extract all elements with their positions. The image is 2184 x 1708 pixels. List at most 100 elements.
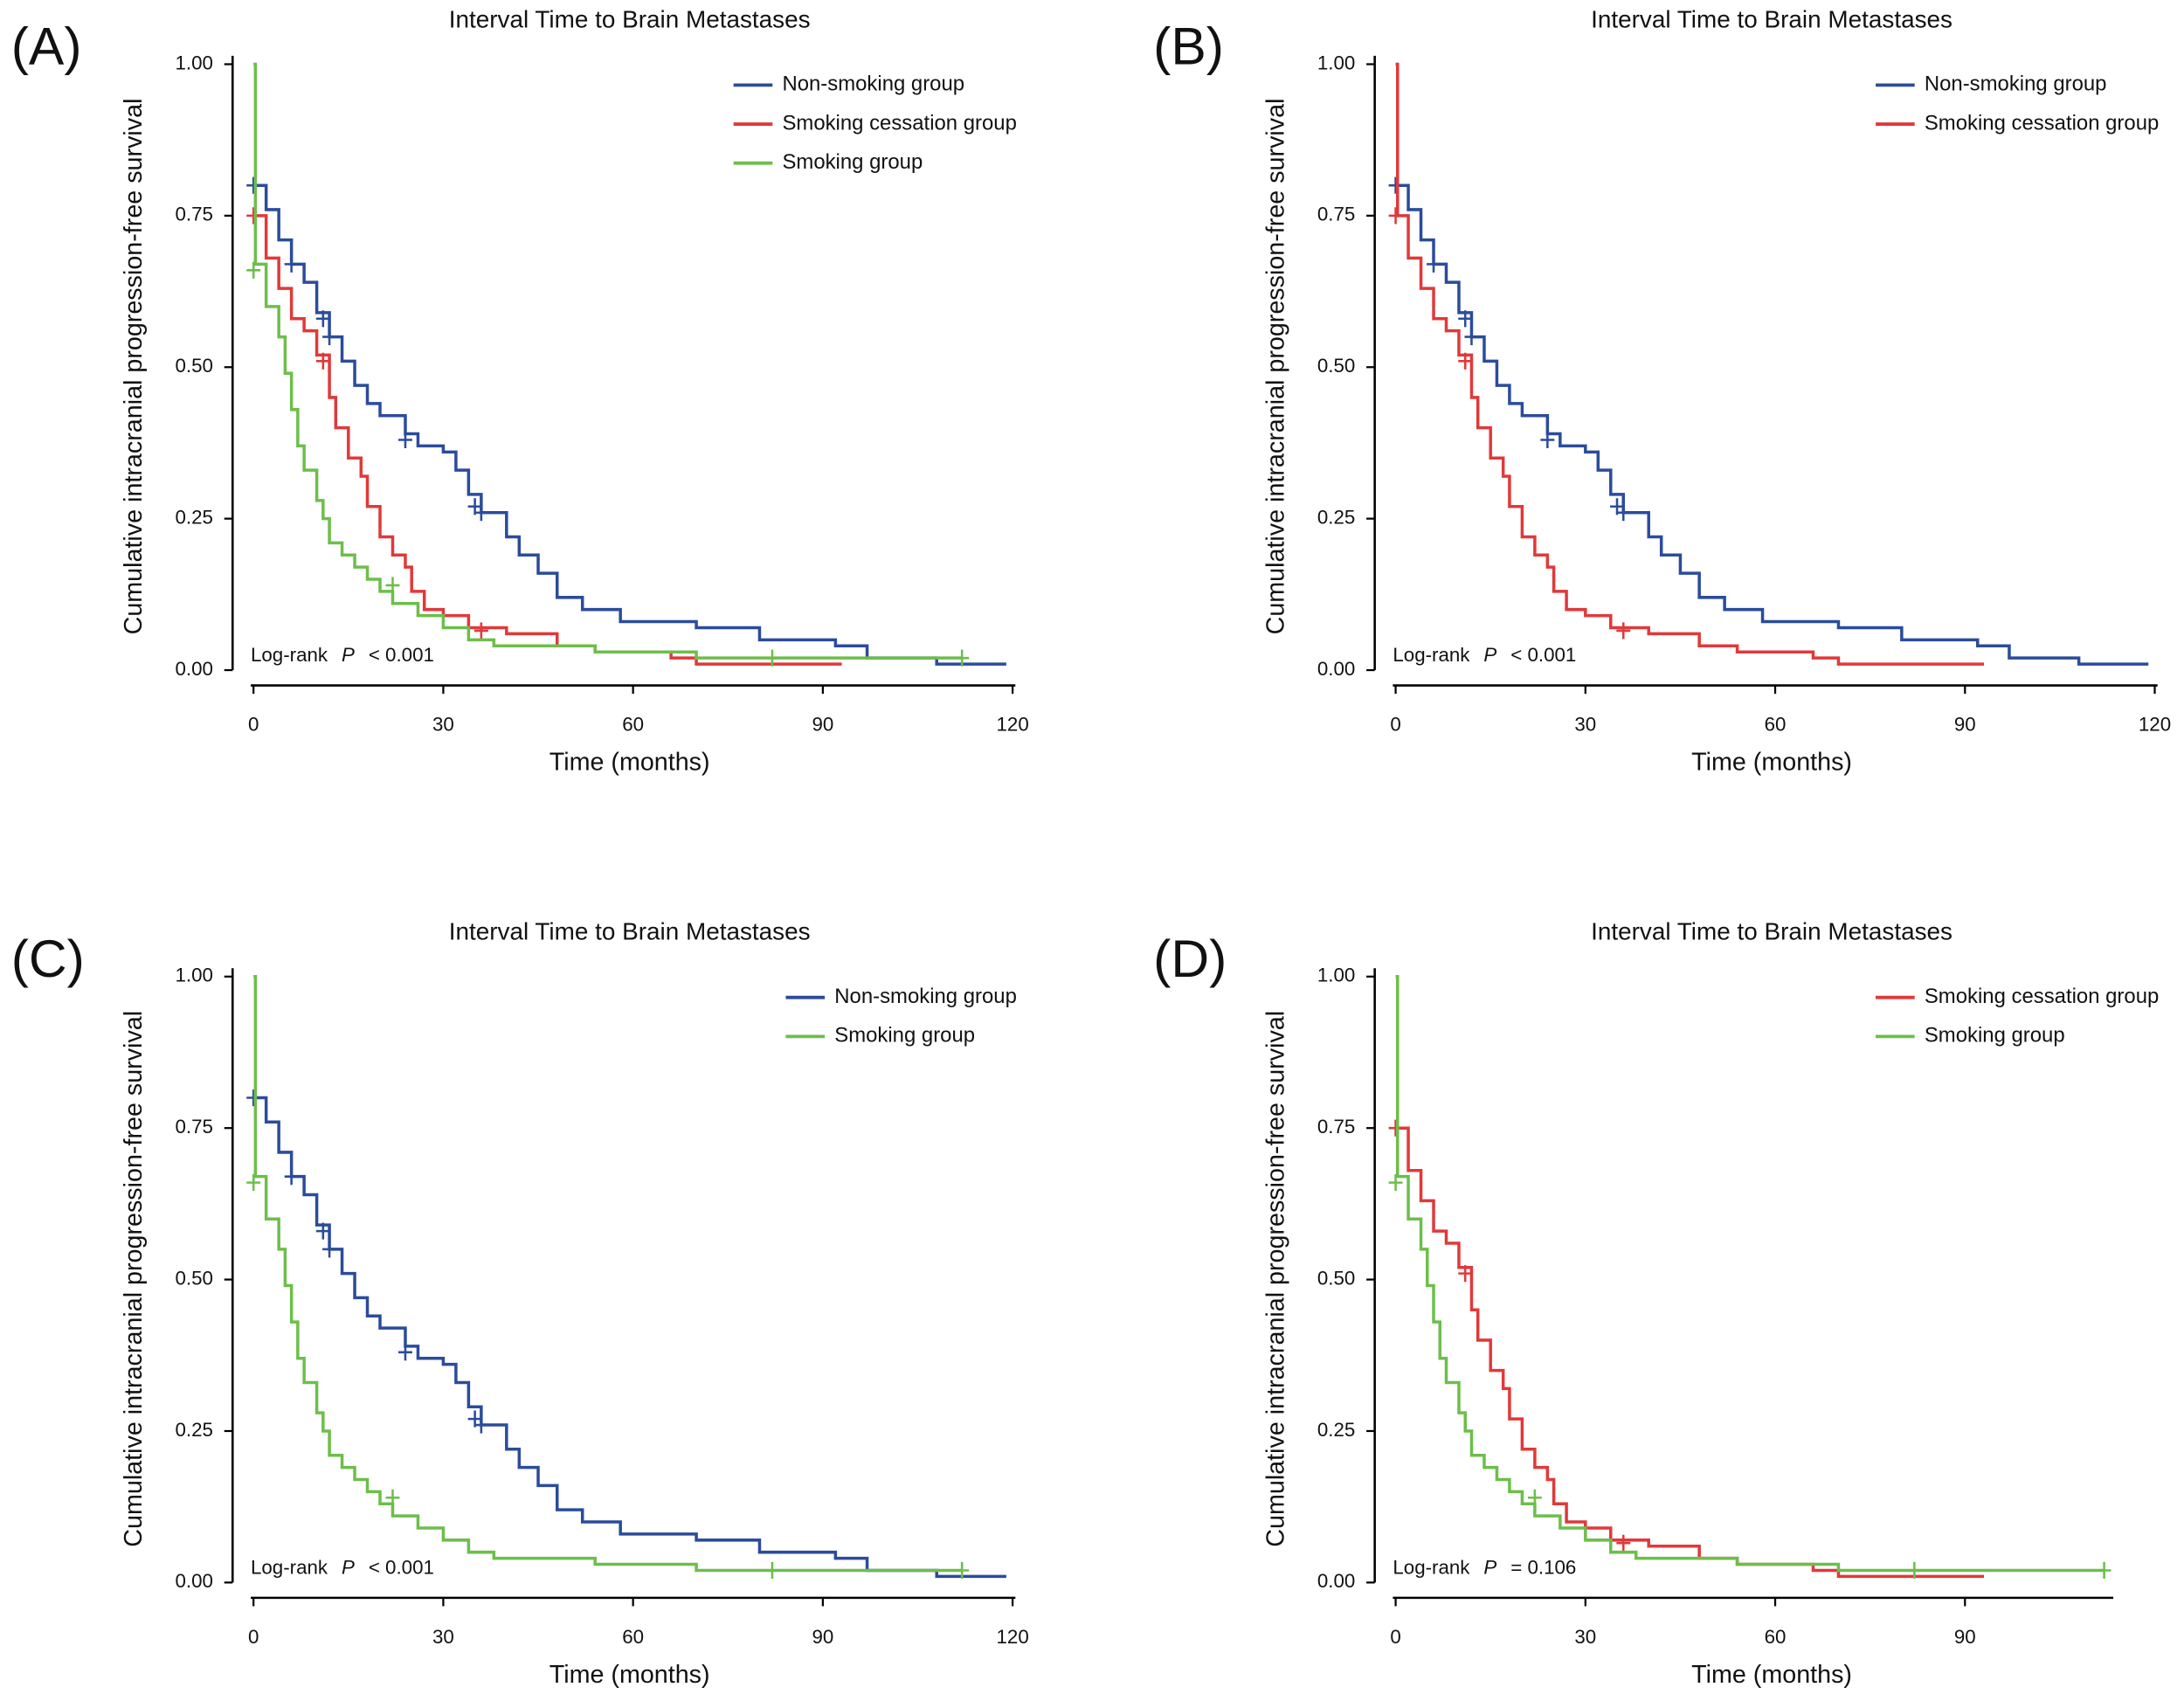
censor-mark (1388, 207, 1403, 225)
annotation-method: Log-rank (1393, 644, 1470, 666)
y-tick-label: 0.25 (176, 507, 213, 529)
censor-mark (246, 261, 261, 279)
survival-curve (253, 1096, 1006, 1579)
censor-mark (385, 577, 400, 594)
annotation: Log-rank P < 0.001 (251, 644, 434, 666)
censor-mark (1907, 1561, 1922, 1580)
chart-title: Interval Time to Brain Metastases (1591, 5, 1952, 32)
legend-label: Smoking cessation group (1925, 111, 2159, 135)
legend-label: Non-smoking group (1925, 73, 2107, 96)
y-tick-label: 0.50 (1317, 355, 1355, 377)
x-tick-label: 0 (248, 714, 259, 736)
annotation-stat: P (1483, 644, 1496, 666)
chart-title: Interval Time to Brain Metastases (1591, 918, 1952, 945)
x-tick-label: 120 (2139, 714, 2171, 736)
annotation-stat: P (342, 644, 355, 666)
censor-mark (322, 328, 337, 346)
annotation: Log-rank P < 0.001 (251, 1556, 434, 1578)
annotation-method: Log-rank (251, 1556, 328, 1578)
y-tick-label: 0.25 (1317, 1419, 1355, 1441)
x-axis-label: Time (months) (1691, 748, 1852, 776)
y-tick-label: 0.50 (1317, 1267, 1355, 1289)
censor-mark (1458, 352, 1473, 370)
x-axis-label: Time (months) (549, 748, 710, 776)
annotation-method: Log-rank (251, 644, 328, 666)
censor-mark (385, 1489, 400, 1506)
x-tick-label: 60 (1765, 1626, 1787, 1648)
legend-label: Smoking group (782, 150, 923, 174)
y-tick-label: 0.25 (1317, 507, 1355, 529)
annotation: Log-rank P < 0.001 (1393, 644, 1576, 666)
censor-mark (1427, 255, 1441, 273)
y-tick-label: 1.00 (1317, 52, 1355, 73)
x-tick-label: 60 (1765, 714, 1787, 736)
x-tick-label: 0 (248, 1626, 259, 1648)
y-axis-label: Cumulative intracranial progression-free… (120, 1011, 148, 1547)
y-tick-label: 0.75 (1317, 204, 1355, 225)
y-axis-label: Cumulative intracranial progression-free… (1262, 1011, 1290, 1547)
censor-mark (315, 310, 330, 328)
y-tick-label: 0.25 (176, 1419, 213, 1441)
legend-label: Non-smoking group (782, 73, 964, 96)
legend-label: Smoking group (834, 1024, 975, 1048)
y-tick-label: 0.50 (176, 355, 213, 377)
panel-label: (B) (1153, 17, 1224, 76)
censor-mark (764, 1561, 779, 1580)
x-axis-label: Time (months) (549, 1661, 710, 1689)
censor-mark (315, 352, 330, 370)
y-tick-label: 0.75 (176, 204, 213, 225)
x-tick-label: 90 (812, 714, 833, 736)
survival-curve (1395, 183, 2149, 666)
survival-curve (253, 214, 842, 666)
x-tick-label: 30 (432, 714, 454, 736)
y-tick-label: 0.00 (176, 658, 213, 680)
censor-mark (1616, 1534, 1631, 1552)
annotation-value: < 0.001 (369, 1556, 434, 1578)
panel: (C) Interval Time to Brain Metastases 0.00… (11, 918, 1029, 1689)
survival-curve (253, 62, 963, 660)
censor-mark (397, 1344, 412, 1361)
censor-mark (473, 504, 488, 522)
x-tick-label: 0 (1390, 1626, 1400, 1648)
panel: (B) Interval Time to Brain Metastases 0.00… (1153, 5, 2171, 776)
x-tick-label: 120 (997, 714, 1029, 736)
censor-mark (1388, 1119, 1403, 1137)
y-tick-label: 1.00 (176, 965, 213, 986)
censor-mark (397, 431, 412, 449)
censor-mark (955, 649, 970, 667)
y-tick-label: 0.75 (1317, 1116, 1355, 1138)
censor-mark (1616, 504, 1631, 522)
x-tick-label: 30 (432, 1626, 454, 1648)
x-tick-label: 90 (1954, 1626, 1976, 1648)
y-axis-label: Cumulative intracranial progression-free… (1262, 99, 1290, 635)
annotation-stat: P (342, 1556, 355, 1578)
censor-mark (955, 1561, 970, 1580)
panel-label: (D) (1153, 929, 1227, 988)
censor-mark (315, 1222, 330, 1240)
y-tick-label: 0.50 (176, 1267, 213, 1289)
survival-curve (253, 183, 1006, 666)
x-tick-label: 60 (622, 714, 644, 736)
censor-mark (246, 1174, 261, 1192)
panel: (D) Interval Time to Brain Metastases 0.00… (1153, 918, 2159, 1689)
x-tick-label: 30 (1574, 714, 1596, 736)
censor-mark (1616, 622, 1631, 640)
censor-mark (1458, 310, 1473, 328)
censor-mark (473, 622, 488, 640)
survival-curve (1395, 1126, 1985, 1579)
censor-mark (473, 1416, 488, 1434)
censor-mark (284, 255, 299, 273)
chart-title: Interval Time to Brain Metastases (449, 918, 811, 945)
censor-mark (1527, 1489, 1542, 1506)
chart-title: Interval Time to Brain Metastases (449, 5, 811, 32)
censor-mark (1388, 176, 1403, 194)
censor-mark (2097, 1561, 2111, 1580)
censor-mark (1540, 431, 1555, 449)
annotation-value: < 0.001 (1510, 644, 1576, 666)
censor-mark (246, 207, 261, 225)
x-tick-label: 60 (622, 1626, 644, 1648)
panel-label: (C) (11, 929, 85, 988)
panel: (A) Interval Time to Brain Metastases 0.00… (11, 5, 1029, 776)
censor-mark (1464, 328, 1479, 346)
